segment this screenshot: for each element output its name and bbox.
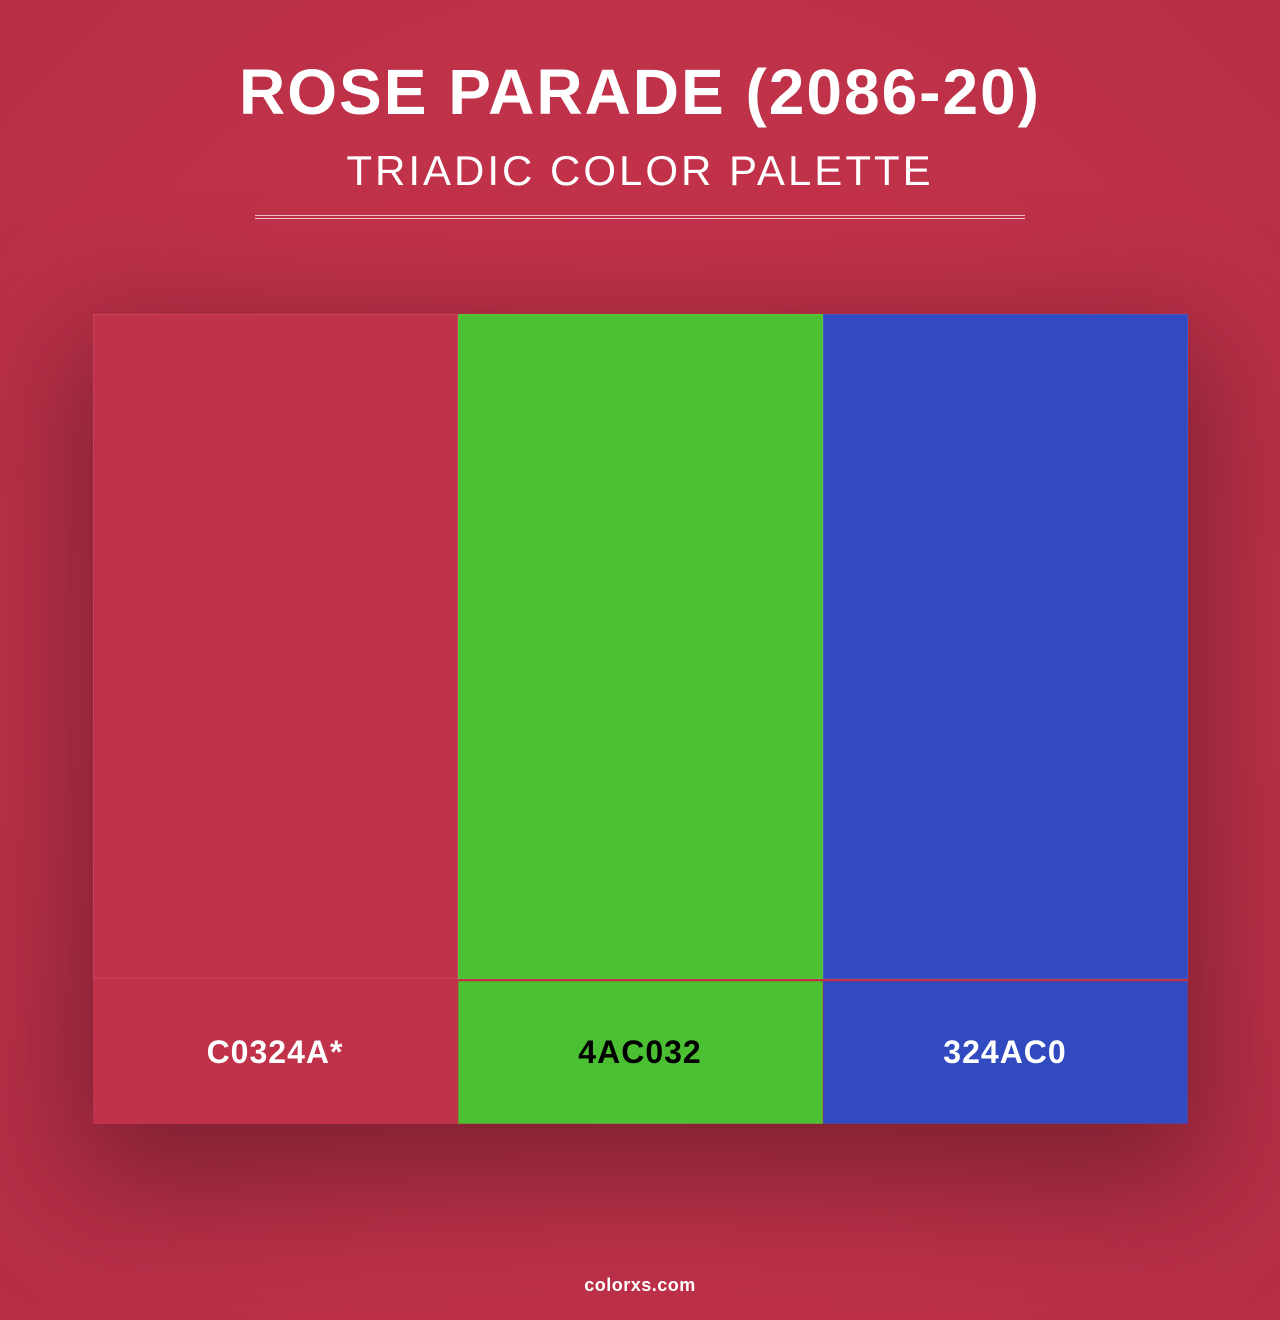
footer-attribution: colorxs.com [0, 1275, 1280, 1296]
swatch-row [93, 314, 1188, 979]
label-row: C0324A* 4AC032 324AC0 [93, 979, 1188, 1124]
title-divider [255, 215, 1025, 219]
palette-card: C0324A* 4AC032 324AC0 [93, 314, 1188, 1124]
page-title: ROSE PARADE (2086-20) [239, 55, 1041, 129]
page-container: ROSE PARADE (2086-20) TRIADIC COLOR PALE… [0, 0, 1280, 1320]
page-subtitle: TRIADIC COLOR PALETTE [346, 147, 933, 195]
color-label-2: 324AC0 [823, 981, 1188, 1124]
color-swatch-0 [93, 314, 458, 979]
color-swatch-1 [458, 314, 823, 979]
color-label-0: C0324A* [93, 981, 458, 1124]
color-label-1: 4AC032 [458, 981, 823, 1124]
color-swatch-2 [823, 314, 1188, 979]
